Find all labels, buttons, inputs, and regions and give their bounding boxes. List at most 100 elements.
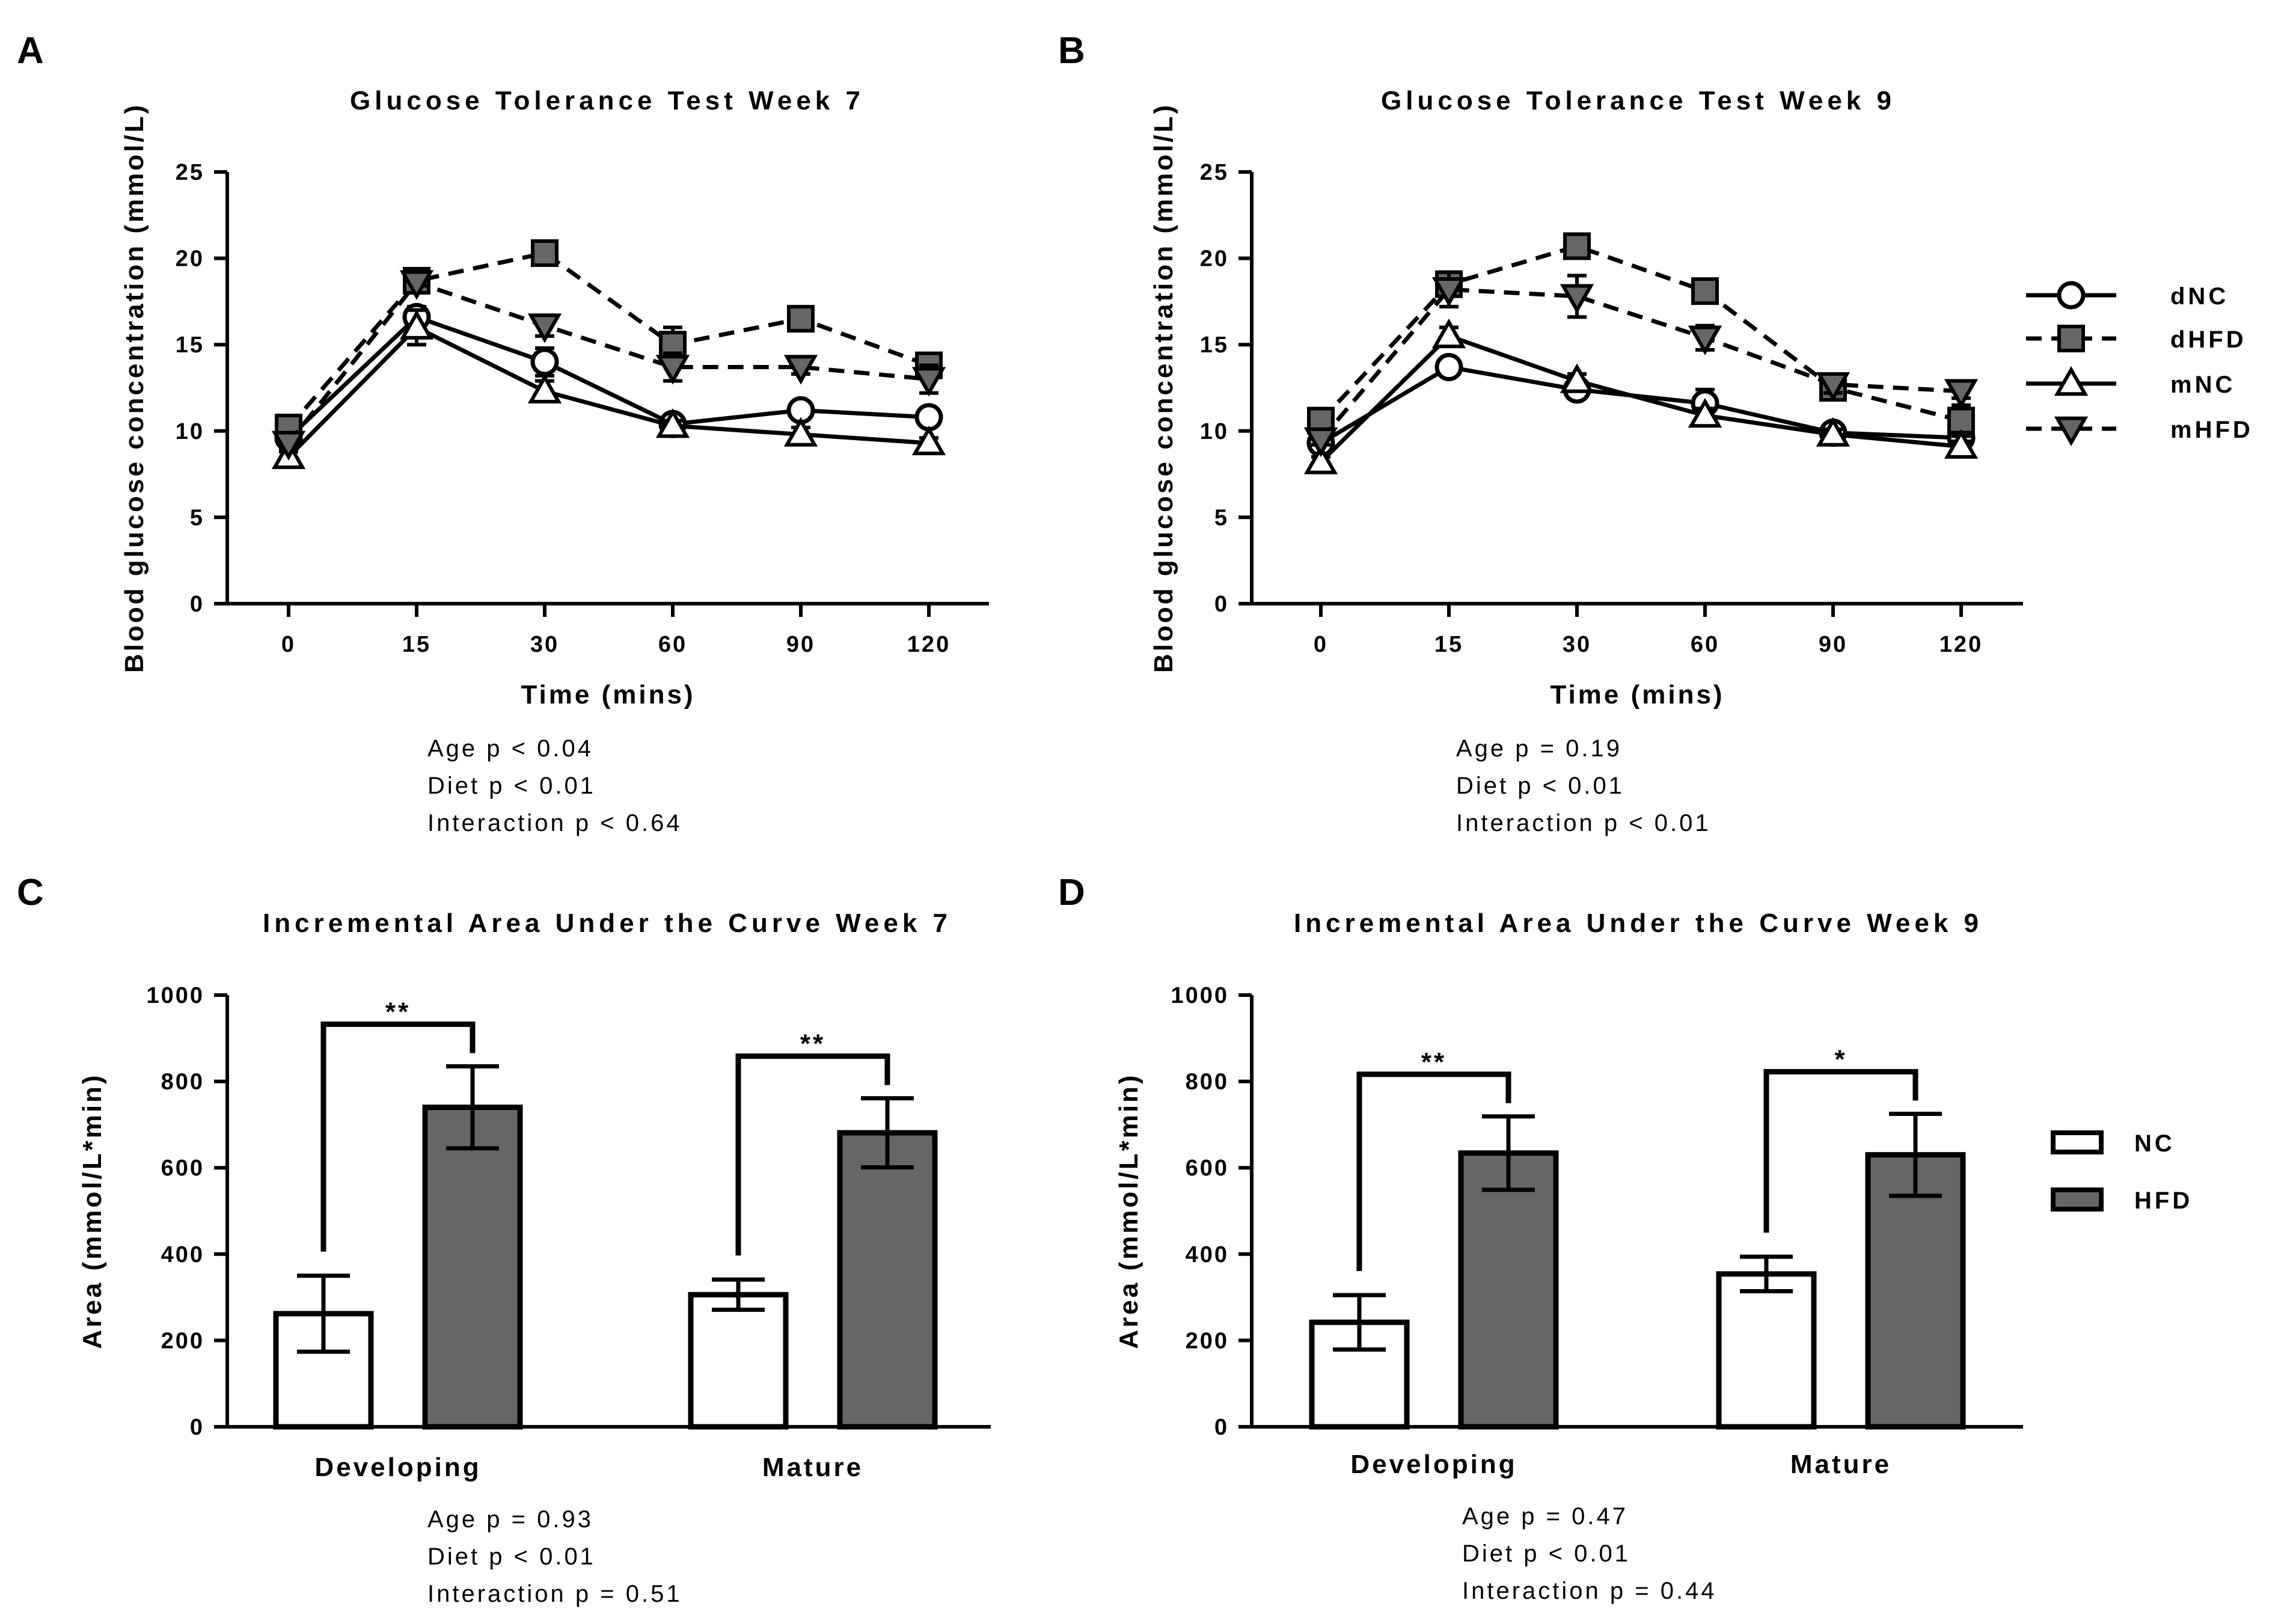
y-tick-label: 15 xyxy=(1200,332,1229,358)
data-point xyxy=(1947,406,1975,435)
x-tick-label: 30 xyxy=(530,632,559,657)
bar-HFD xyxy=(837,1130,938,1430)
y-tick-label: 0 xyxy=(1214,1415,1229,1440)
data-point xyxy=(1431,318,1466,349)
chart-title: Incremental Area Under the Curve Week 7 xyxy=(263,909,952,938)
stats-line: Interaction p < 0.64 xyxy=(427,810,682,836)
legend: dNC dHFD mNC mHFD xyxy=(2026,281,2253,447)
stats-line: Interaction p = 0.51 xyxy=(427,1581,682,1607)
x-category-label: Developing xyxy=(1350,1450,1517,1479)
data-point xyxy=(530,348,559,376)
stats-line: Age p < 0.04 xyxy=(427,735,593,762)
series-mNC xyxy=(1303,318,1979,474)
data-point xyxy=(271,431,306,461)
data-point xyxy=(399,270,434,300)
chart-title: Glucose Tolerance Test Week 9 xyxy=(1381,86,1896,115)
chart-panel-B: B Glucose Tolerance Test Week 9 0 5 10 15 20 25… xyxy=(1058,30,2253,836)
series-line xyxy=(287,314,929,440)
significance-label: ** xyxy=(800,1029,825,1059)
stats-line: Diet p < 0.01 xyxy=(1462,1540,1630,1567)
y-tick-label: 1000 xyxy=(1171,983,1229,1008)
y-tick-label: 200 xyxy=(1186,1328,1229,1353)
chart-title: Incremental Area Under the Curve Week 9 xyxy=(1294,909,1983,938)
stats-line: Interaction p = 0.44 xyxy=(1462,1578,1717,1604)
data-point xyxy=(527,313,562,343)
legend-label: NC xyxy=(2134,1130,2175,1157)
x-tick-label: 90 xyxy=(1819,632,1848,657)
y-tick-label: 800 xyxy=(1186,1070,1229,1095)
chart-panel-C: C Incremental Area Under the Curve Week 7… xyxy=(17,872,991,1607)
data-point xyxy=(399,310,434,340)
y-tick-label: 5 xyxy=(1214,505,1229,530)
data-point xyxy=(1563,232,1591,260)
y-tick-label: 20 xyxy=(176,247,204,272)
significance-bracket xyxy=(735,1053,890,1256)
legend-marker xyxy=(2057,281,2086,310)
series-line xyxy=(287,325,929,459)
series-line xyxy=(1319,244,1962,423)
series-line xyxy=(1320,364,1962,445)
y-tick-label: 0 xyxy=(190,1415,204,1440)
y-tick-label: 10 xyxy=(176,419,204,444)
data-point xyxy=(783,417,818,447)
y-tick-label: 15 xyxy=(176,332,204,358)
y-tick-label: 25 xyxy=(176,160,204,185)
x-axis-label: Time (mins) xyxy=(1550,680,1724,709)
x-tick-label: 15 xyxy=(1434,632,1463,657)
data-point xyxy=(911,367,946,397)
data-point xyxy=(655,408,690,438)
y-tick-label: 25 xyxy=(1200,160,1229,185)
y-axis-label: Blood glucose concentration (mmol/L) xyxy=(1149,103,1178,673)
legend-label: mNC xyxy=(2170,372,2235,398)
legend-label: mHFD xyxy=(2170,417,2253,443)
data-point xyxy=(655,355,690,385)
chart-title: Glucose Tolerance Test Week 7 xyxy=(350,86,865,115)
panel-letter: C xyxy=(17,872,44,913)
x-category-label: Developing xyxy=(314,1453,481,1482)
x-axis-label: Time (mins) xyxy=(521,680,695,709)
data-point xyxy=(1816,417,1851,447)
series-mNC xyxy=(271,308,946,470)
stats-line: Diet p < 0.01 xyxy=(1456,773,1624,799)
y-tick-label: 1000 xyxy=(146,983,204,1008)
stats-line: Age p = 0.19 xyxy=(1456,735,1622,762)
x-tick-label: 60 xyxy=(1691,632,1719,657)
legend-swatch xyxy=(2051,1187,2104,1212)
data-point xyxy=(531,239,559,267)
stats-line: Age p = 0.93 xyxy=(427,1506,593,1533)
data-point xyxy=(783,355,818,385)
bar-NC xyxy=(1716,1271,1817,1430)
data-point xyxy=(1303,444,1338,474)
significance-label: * xyxy=(1834,1044,1847,1074)
data-point xyxy=(527,373,562,403)
data-point xyxy=(911,425,946,456)
x-tick-label: 120 xyxy=(907,632,951,657)
significance-bracket xyxy=(1356,1071,1511,1272)
series-mHFD xyxy=(271,270,946,461)
data-point xyxy=(1688,325,1722,355)
data-point xyxy=(1816,372,1851,402)
x-tick-label: 15 xyxy=(402,632,431,657)
bar-HFD xyxy=(422,1105,523,1430)
legend-label: dNC xyxy=(2170,283,2229,310)
chart-panel-D: D Incremental Area Under the Curve Week 9… xyxy=(1058,872,2193,1604)
bar-NC xyxy=(688,1292,789,1430)
series-line xyxy=(1319,287,1962,441)
y-tick-label: 400 xyxy=(161,1242,204,1267)
data-point xyxy=(1431,277,1466,307)
legend-label: HFD xyxy=(2134,1187,2193,1214)
stats-line: Diet p < 0.01 xyxy=(427,1543,596,1570)
y-axis-label: Blood glucose concentration (mmol/L) xyxy=(120,103,149,673)
panel-letter: A xyxy=(17,30,44,72)
legend-label: dHFD xyxy=(2170,326,2247,353)
legend-marker xyxy=(2054,366,2089,396)
x-tick-label: 30 xyxy=(1563,632,1591,657)
x-tick-label: 0 xyxy=(1314,632,1328,657)
series-mHFD xyxy=(1303,270,1979,458)
data-point xyxy=(1691,277,1719,305)
y-tick-label: 0 xyxy=(1214,592,1229,617)
data-point xyxy=(1688,397,1722,428)
y-tick-label: 0 xyxy=(190,592,204,617)
y-tick-label: 600 xyxy=(161,1156,204,1181)
